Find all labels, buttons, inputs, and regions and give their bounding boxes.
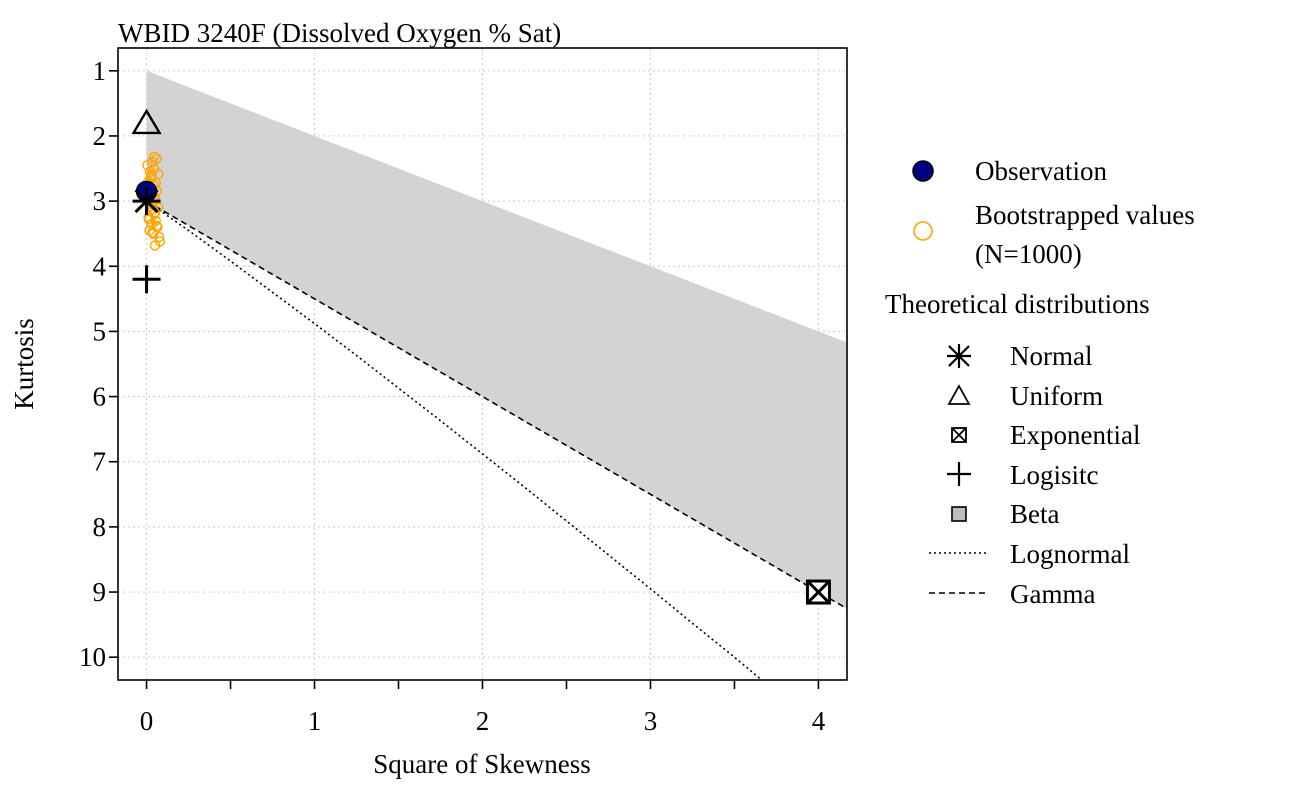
bootstrap-point: [147, 203, 159, 215]
bootstrap-point: [149, 240, 161, 251]
legend: Observation Bootstrapped values (N=1000)…: [885, 156, 1195, 609]
legend-uniform-symbol: [947, 384, 971, 405]
y-tick-label: 5: [93, 316, 107, 346]
y-tick-label: 2: [93, 121, 107, 151]
bootstrap-point: [148, 151, 160, 163]
y-axis-label: Kurtosis: [9, 318, 39, 410]
legend-logistic-symbol: [947, 462, 971, 486]
y-tick-label: 4: [93, 251, 107, 281]
uniform-point: [131, 108, 162, 135]
y-tick-label: 7: [93, 447, 107, 477]
legend-theoretical-header: Theoretical distributions: [885, 289, 1150, 319]
legend-gamma-label: Gamma: [1010, 579, 1095, 609]
plot-area: [118, 48, 847, 680]
legend-observation-label: Observation: [975, 156, 1107, 186]
grid-lines: [118, 48, 847, 680]
lognormal-line: [146, 200, 763, 680]
x-axis-label: Square of Skewness: [373, 749, 590, 779]
x-tick-label: 0: [140, 706, 154, 736]
y-tick-label: 6: [93, 382, 107, 412]
y-tick-label: 10: [79, 642, 106, 672]
x-tick-label: 2: [476, 706, 490, 736]
y-tick-label: 3: [93, 186, 107, 216]
logistic-point: [132, 265, 161, 294]
y-tick-label: 9: [93, 577, 107, 607]
exponential-point: [805, 579, 831, 605]
y-tick-label: 1: [93, 56, 107, 86]
bootstrap-point: [143, 214, 155, 225]
x-tick-label: 4: [812, 706, 826, 736]
bootstrap-point: [153, 168, 164, 179]
legend-bootstrap-label-line2: (N=1000): [975, 239, 1082, 269]
x-tick-label: 3: [644, 706, 658, 736]
bootstrap-point: [147, 156, 158, 168]
y-tick-label: 8: [93, 512, 107, 542]
exponential-point-diag2: [806, 579, 831, 605]
chart-title: WBID 3240F (Dissolved Oxygen % Sat): [118, 18, 561, 48]
bootstrap-point: [147, 227, 158, 238]
legend-uniform-label: Uniform: [1010, 381, 1103, 411]
legend-bootstrap-label-line1: Bootstrapped values: [975, 200, 1195, 230]
y-axis: 1 2 3 4 5 6 7 8 9 10: [79, 56, 118, 672]
x-axis: 0 1 2 3 4: [140, 680, 826, 736]
x-tick-label: 1: [308, 706, 322, 736]
legend-bootstrap-symbol: [913, 221, 933, 241]
legend-normal-symbol: [947, 344, 971, 368]
bootstrap-point: [146, 169, 157, 181]
theoretical-points: [131, 108, 831, 605]
legend-exponential-symbol: [951, 427, 967, 443]
gamma-line: [146, 200, 847, 610]
legend-observation-symbol: [912, 160, 934, 182]
legend-exponential-label: Exponential: [1010, 420, 1140, 450]
legend-normal-label: Normal: [1010, 341, 1092, 371]
legend-beta-symbol: [951, 506, 967, 522]
legend-beta-label: Beta: [1010, 499, 1059, 529]
beta-region: [146, 70, 847, 609]
legend-logistic-label: Logisitc: [1010, 460, 1099, 490]
legend-lognormal-label: Lognormal: [1010, 539, 1130, 569]
normal-point: [132, 187, 161, 216]
